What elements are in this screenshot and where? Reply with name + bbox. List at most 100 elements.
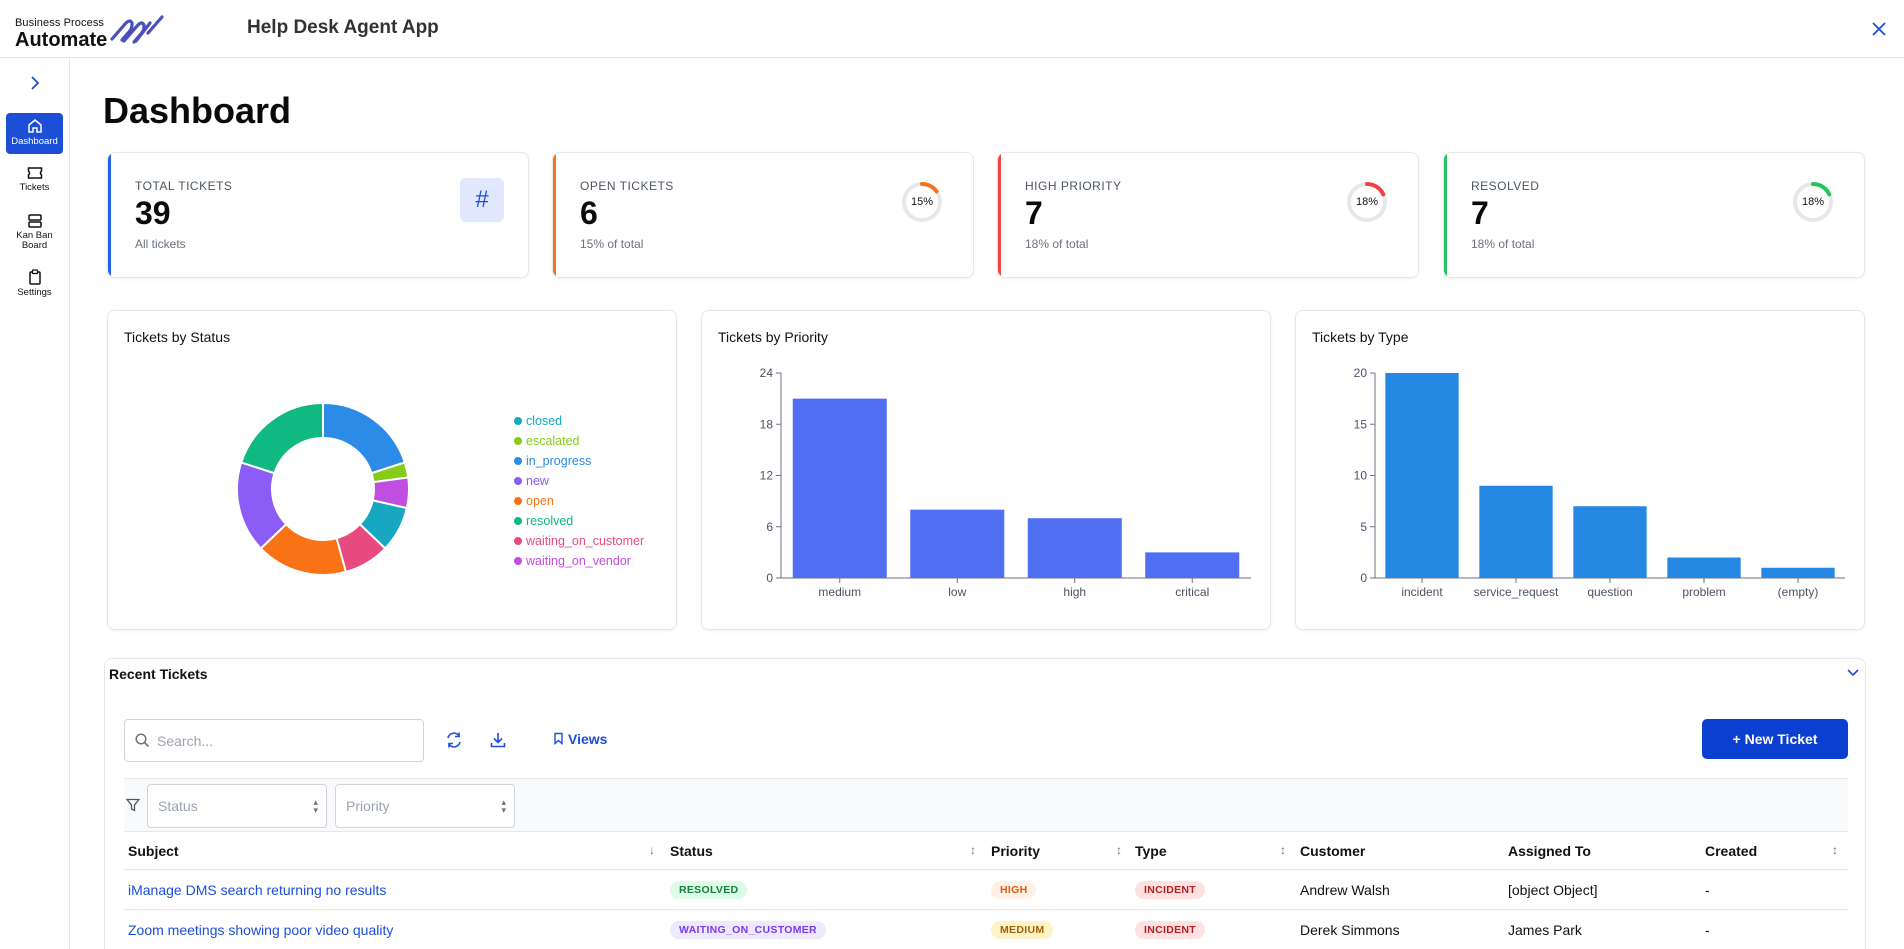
sidebar-item-tickets[interactable]: Tickets <box>6 161 63 201</box>
column-header-assigned[interactable]: Assigned To <box>1508 843 1591 859</box>
legend-label: resolved <box>526 514 574 528</box>
priority-filter-placeholder: Priority <box>346 798 390 814</box>
y-tick-label: 18 <box>760 417 774 431</box>
column-header-subject[interactable]: Subject <box>128 843 179 859</box>
legend-item-resolved[interactable]: resolved <box>514 511 644 531</box>
column-header-status[interactable]: Status <box>670 843 713 859</box>
legend-item-waiting_on_vendor[interactable]: waiting_on_vendor <box>514 551 644 571</box>
sort-icon[interactable]: ↕ <box>1832 843 1838 857</box>
legend-item-escalated[interactable]: escalated <box>514 431 644 451</box>
ring-progress <box>1811 182 1832 197</box>
bar-low[interactable] <box>910 509 1005 578</box>
search-input[interactable] <box>157 730 412 752</box>
x-tick-label: high <box>1063 585 1086 599</box>
priority-bar-chart: 0 6 12 18 24 medium low high critical <box>760 366 1251 599</box>
sort-icon[interactable]: ↕ <box>1280 843 1286 857</box>
legend-item-in_progress[interactable]: in_progress <box>514 451 644 471</box>
new-ticket-button[interactable]: + New Ticket <box>1702 719 1848 759</box>
bar-incident[interactable] <box>1385 373 1459 578</box>
status-filter-select[interactable]: Status ▴ ▾ <box>147 784 327 828</box>
percent-ring-label: 15% <box>910 196 934 208</box>
stat-value: 7 <box>1025 195 1043 231</box>
percent-ring-label: 18% <box>1801 196 1825 208</box>
recent-tickets-title: Recent Tickets <box>109 666 208 682</box>
bar-question[interactable] <box>1573 506 1647 578</box>
legend-dot <box>514 537 522 545</box>
y-tick-label: 15 <box>1354 417 1368 431</box>
sidebar-expand-button[interactable] <box>25 73 45 93</box>
column-header-customer[interactable]: Customer <box>1300 843 1366 859</box>
refresh-button[interactable] <box>445 731 465 751</box>
sort-icon[interactable]: ↕ <box>970 843 976 857</box>
sidebar-item-settings[interactable]: Settings <box>6 264 63 304</box>
hash-icon: # <box>460 178 504 222</box>
column-header-created[interactable]: Created <box>1705 843 1758 859</box>
ring-progress <box>1365 182 1386 197</box>
bar-critical[interactable] <box>1145 552 1240 578</box>
sort-desc-icon[interactable]: ↓ <box>649 843 655 857</box>
pie-slice-resolved[interactable] <box>239 401 324 475</box>
pie-slice-in_progress[interactable] <box>322 401 407 475</box>
stat-label: TOTAL TICKETS <box>135 179 233 193</box>
sidebar: Dashboard Tickets Kan Ban Board Settings <box>0 58 70 949</box>
x-tick-label: incident <box>1401 585 1443 599</box>
y-tick-label: 12 <box>760 469 774 483</box>
stat-subtext: 18% of total <box>1025 237 1089 251</box>
sidebar-item-dashboard[interactable]: Dashboard <box>6 113 63 154</box>
y-tick-label: 10 <box>1354 469 1368 483</box>
legend-dot <box>514 477 522 485</box>
clipboard-icon <box>28 269 41 285</box>
sidebar-item-label: Dashboard <box>11 136 58 147</box>
legend-item-new[interactable]: new <box>514 471 644 491</box>
y-tick-label: 0 <box>1360 571 1367 585</box>
stat-card-high-priority: HIGH PRIORITY 7 18% of total 18% <box>997 152 1419 278</box>
legend-label: waiting_on_customer <box>526 534 645 548</box>
chart-card-priority: Tickets by Priority 0 6 12 18 24 medium low hig… <box>701 310 1271 630</box>
filter-row: Status ▴ ▾ Priority ▴ ▾ <box>124 778 1848 832</box>
table-header: Subject ↓ Status ↕ Priority ↕ Type ↕ Cus… <box>124 832 1848 870</box>
legend-item-open[interactable]: open <box>514 491 644 511</box>
stat-card-accent <box>1444 153 1447 277</box>
chart-card-type: Tickets by Type 0 5 10 15 20 incident service_… <box>1295 310 1865 630</box>
views-button[interactable]: Views <box>553 731 607 747</box>
x-tick-label: (empty) <box>1778 585 1819 599</box>
close-button[interactable] <box>1868 18 1890 40</box>
recent-tickets-panel: Recent Tickets Views + New Ticket Status… <box>104 658 1866 949</box>
logo-big-text: Automate <box>15 29 108 51</box>
search-box <box>124 719 424 762</box>
priority-filter-select[interactable]: Priority ▴ ▾ <box>335 784 515 828</box>
assigned-cell: [object Object] <box>1508 882 1598 898</box>
table-row[interactable]: Zoom meetings showing poor video quality… <box>124 910 1848 949</box>
stat-card-accent <box>998 153 1001 277</box>
collapse-button[interactable] <box>1847 665 1859 681</box>
stat-card-resolved: RESOLVED 7 18% of total 18% <box>1443 152 1865 278</box>
legend-label: open <box>526 494 554 508</box>
column-header-type[interactable]: Type <box>1135 843 1167 859</box>
status-filter-placeholder: Status <box>158 798 198 814</box>
type-badge: INCIDENT <box>1135 921 1205 939</box>
created-cell: - <box>1705 922 1710 938</box>
y-tick-label: 0 <box>766 571 773 585</box>
bar-medium[interactable] <box>792 398 887 578</box>
column-header-priority[interactable]: Priority <box>991 843 1041 859</box>
bar-service_request[interactable] <box>1479 485 1553 578</box>
type-bar-chart: 0 5 10 15 20 incident service_request question p… <box>1354 366 1845 599</box>
legend-item-waiting_on_customer[interactable]: waiting_on_customer <box>514 531 644 551</box>
stat-value: 7 <box>1471 195 1489 231</box>
customer-cell: Andrew Walsh <box>1300 882 1390 898</box>
ticket-subject-link[interactable]: Zoom meetings showing poor video quality <box>128 922 394 938</box>
bar-high[interactable] <box>1027 518 1122 578</box>
y-tick-label: 6 <box>766 520 773 534</box>
bar-problem[interactable] <box>1667 557 1741 579</box>
ticket-icon <box>27 167 42 179</box>
download-button[interactable] <box>489 731 509 751</box>
sidebar-item-kanban[interactable]: Kan Ban Board <box>6 208 63 258</box>
bar-(empty)[interactable] <box>1761 567 1835 578</box>
sort-icon[interactable]: ↕ <box>1116 843 1122 857</box>
stat-subtext: 18% of total <box>1471 237 1535 251</box>
x-tick-label: low <box>948 585 966 599</box>
legend-item-closed[interactable]: closed <box>514 411 644 431</box>
logo-mark-icon <box>110 15 164 44</box>
table-row[interactable]: iManage DMS search returning no results … <box>124 870 1848 910</box>
ticket-subject-link[interactable]: iManage DMS search returning no results <box>128 882 387 898</box>
